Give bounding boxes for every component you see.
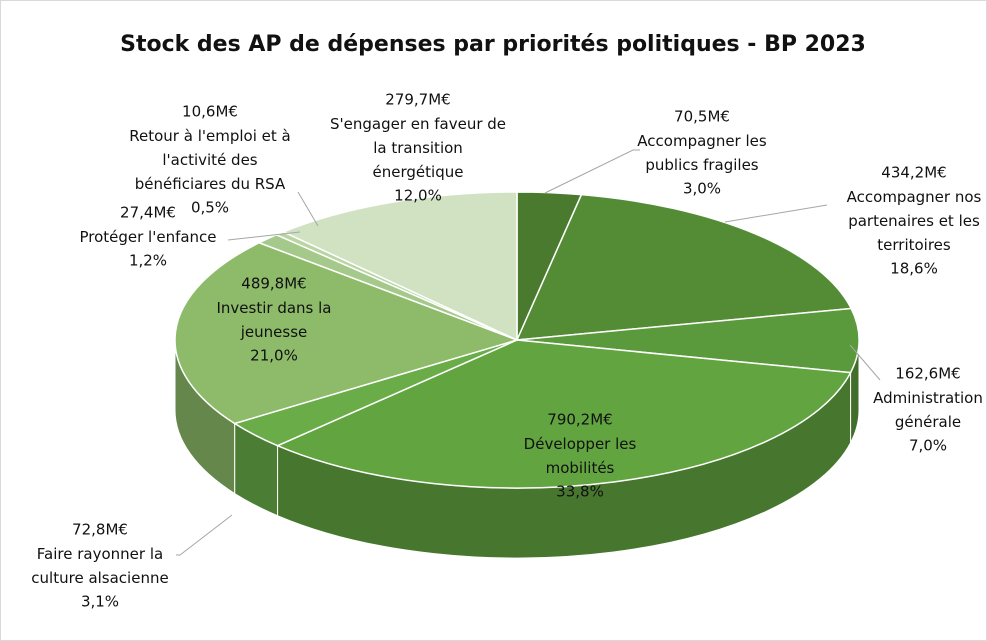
category-label: Administration générale [873,389,983,431]
category-label: Développer les mobilités [524,435,637,477]
leader-line [849,344,881,381]
percent-label: 1,2% [129,252,167,270]
category-label: Accompagner nos partenaires et les territo… [847,188,982,254]
value-label: 434,2M€ [881,164,946,182]
value-label: 72,8M€ [72,521,128,539]
chart-title: Stock des AP de dépenses par priorités p… [120,32,866,57]
slice [515,193,853,341]
slice [516,307,860,374]
category-label: Retour à l'emploi et à l'activité des béné… [129,127,290,193]
percent-label: 12,0% [394,187,442,205]
percent-label: 3,1% [81,593,119,611]
category-label: Accompagner les publics fragiles [637,132,767,174]
leader-line [176,514,233,556]
percent-label: 18,6% [890,260,938,278]
leader-line [227,231,301,241]
percent-label: 21,0% [250,347,298,365]
slice [275,339,852,489]
category-label: S'engager en faveur de la transition énerg… [330,115,506,181]
category-label: Investir dans la jeunesse [217,299,332,341]
value-label: 27,4M€ [120,204,176,222]
value-label: 790,2M€ [547,411,612,429]
value-label: 162,6M€ [895,365,960,383]
percent-label: 7,0% [909,437,947,455]
leader-line [544,149,640,194]
value-label: 10,6M€ [182,103,238,121]
value-label: 489,8M€ [241,275,306,293]
category-label: Protéger l'enfance [79,228,216,246]
value-label: 70,5M€ [674,108,730,126]
leader-line [297,191,319,227]
percent-label: 33,8% [556,483,604,501]
slice [281,191,518,342]
value-label: 279,7M€ [385,91,450,109]
leader-line [724,204,828,223]
category-label: Faire rayonner la culture alsacienne [31,545,168,587]
slice [174,241,520,425]
percent-label: 3,0% [683,180,721,198]
percent-label: 0,5% [191,199,229,217]
